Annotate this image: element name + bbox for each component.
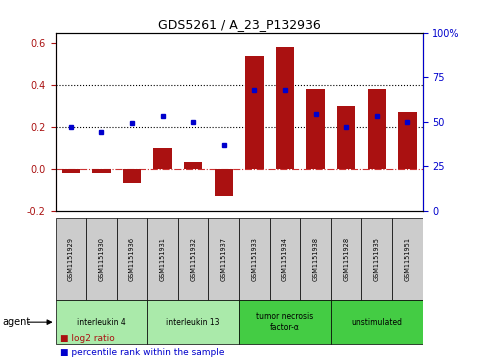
- Text: ■ percentile rank within the sample: ■ percentile rank within the sample: [60, 348, 225, 357]
- Bar: [368, 89, 386, 169]
- Bar: [276, 47, 294, 169]
- Bar: [92, 169, 111, 173]
- Text: GSM1151929: GSM1151929: [68, 237, 74, 281]
- Bar: [239, 218, 270, 300]
- Text: GSM1151935: GSM1151935: [374, 237, 380, 281]
- Text: ■ log2 ratio: ■ log2 ratio: [60, 334, 115, 343]
- Text: GSM1151928: GSM1151928: [343, 237, 349, 281]
- Bar: [123, 169, 141, 183]
- Bar: [270, 218, 300, 300]
- Bar: [147, 300, 239, 344]
- Bar: [306, 89, 325, 169]
- Bar: [392, 218, 423, 300]
- Bar: [147, 218, 178, 300]
- Bar: [300, 218, 331, 300]
- Bar: [117, 218, 147, 300]
- Text: interleukin 4: interleukin 4: [77, 318, 126, 327]
- Text: GSM1151931: GSM1151931: [159, 237, 166, 281]
- Bar: [86, 218, 117, 300]
- Bar: [331, 300, 423, 344]
- Text: GSM1151938: GSM1151938: [313, 237, 319, 281]
- Text: GSM1151934: GSM1151934: [282, 237, 288, 281]
- Bar: [56, 218, 86, 300]
- Bar: [337, 106, 355, 169]
- Bar: [209, 218, 239, 300]
- Text: unstimulated: unstimulated: [351, 318, 402, 327]
- Text: interleukin 13: interleukin 13: [167, 318, 220, 327]
- Bar: [331, 218, 361, 300]
- Bar: [239, 300, 331, 344]
- Bar: [62, 169, 80, 173]
- Bar: [214, 169, 233, 196]
- Text: GSM1151933: GSM1151933: [251, 237, 257, 281]
- Bar: [178, 218, 209, 300]
- Text: GSM1151932: GSM1151932: [190, 237, 196, 281]
- Text: tumor necrosis
factor-α: tumor necrosis factor-α: [256, 313, 313, 332]
- Text: GSM1151951: GSM1151951: [404, 237, 411, 281]
- Bar: [154, 148, 172, 169]
- Bar: [245, 56, 264, 169]
- Title: GDS5261 / A_23_P132936: GDS5261 / A_23_P132936: [158, 19, 320, 32]
- Bar: [56, 300, 147, 344]
- Text: GSM1151930: GSM1151930: [99, 237, 104, 281]
- Bar: [184, 162, 202, 169]
- Text: GSM1151937: GSM1151937: [221, 237, 227, 281]
- Bar: [361, 218, 392, 300]
- Bar: [398, 112, 416, 169]
- Text: agent: agent: [2, 317, 30, 327]
- Text: GSM1151936: GSM1151936: [129, 237, 135, 281]
